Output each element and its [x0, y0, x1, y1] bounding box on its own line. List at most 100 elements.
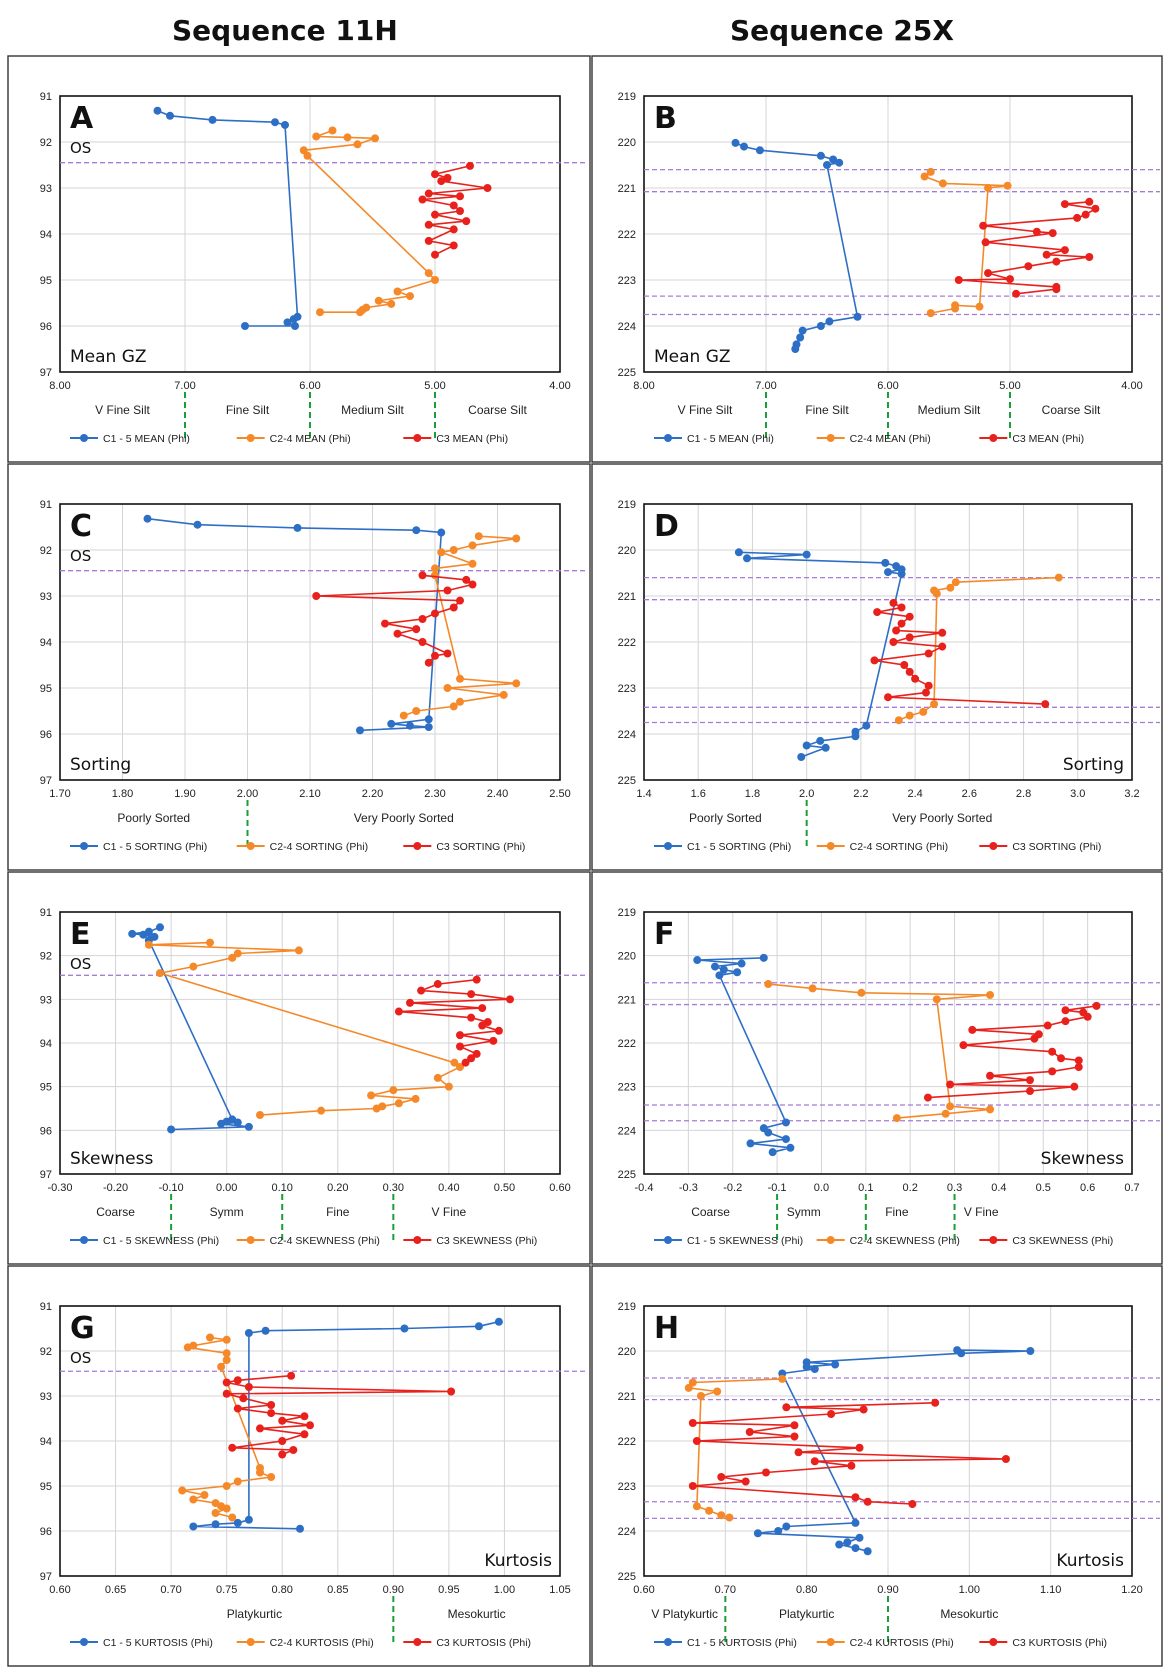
chart-panel-e: -0.30 -0.20 -0.10 0.00 0.10 0.20 0.30 0.40 0.50 0…	[7, 871, 591, 1265]
x-tick-label: 0.60	[49, 1584, 70, 1596]
data-point	[984, 184, 993, 192]
panel-letter: H	[654, 1311, 679, 1346]
data-point	[764, 1128, 773, 1137]
panel-letter: D	[654, 509, 679, 544]
data-point	[217, 1362, 226, 1371]
data-point	[512, 534, 521, 543]
data-point	[946, 1102, 955, 1111]
data-point	[905, 633, 914, 642]
data-point	[1026, 1347, 1035, 1355]
data-point	[919, 707, 928, 716]
panel-border	[7, 1265, 591, 1667]
chart-label: Skewness	[1041, 1149, 1124, 1169]
chart-panel-a: 8.00 7.00 6.00 5.00 4.00 91 92 93 94 95 96 97 A OS Mea…	[7, 55, 591, 463]
data-point	[449, 241, 458, 250]
data-point	[283, 318, 292, 327]
x-tick-label: 2.50	[549, 788, 570, 800]
data-point	[449, 702, 458, 711]
zone-label: Coarse	[96, 1205, 135, 1219]
os-label: OS	[70, 139, 91, 157]
y-tick-label: 94	[40, 637, 52, 649]
data-point	[816, 322, 825, 330]
plot-frame	[59, 911, 561, 1175]
data-point	[206, 938, 214, 947]
zone-label: Symm	[787, 1205, 821, 1219]
x-tick-label: -0.20	[103, 1182, 128, 1194]
data-point	[802, 1362, 811, 1371]
data-point	[1057, 1054, 1066, 1063]
data-point	[1092, 1001, 1101, 1010]
data-point	[863, 1547, 872, 1556]
data-point	[456, 1042, 464, 1051]
panel-border	[7, 871, 591, 1265]
data-point	[781, 1118, 790, 1127]
data-point	[802, 741, 811, 750]
data-point	[905, 612, 914, 621]
data-point	[975, 302, 984, 311]
x-tick-label: 0.85	[327, 1584, 348, 1596]
y-tick-label: 222	[618, 1436, 636, 1448]
series-line	[697, 957, 791, 1153]
x-tick-label: 0.6	[1080, 1182, 1095, 1194]
data-point	[512, 679, 521, 688]
data-point	[278, 1437, 287, 1445]
data-point	[499, 690, 508, 699]
y-tick-label: 96	[40, 729, 52, 741]
data-point	[418, 638, 427, 646]
legend-swatch-marker	[826, 842, 835, 850]
data-point	[823, 161, 831, 169]
legend-label: C1 - 5 MEAN (Phi)	[687, 433, 774, 445]
data-point	[938, 642, 947, 651]
y-tick-label: 94	[40, 1436, 52, 1448]
data-point	[731, 138, 740, 147]
data-point	[450, 1058, 459, 1067]
data-point	[857, 988, 866, 997]
zone-label: Fine Silt	[226, 403, 270, 417]
data-point	[294, 946, 303, 955]
data-point	[228, 953, 237, 962]
data-point	[941, 1109, 950, 1118]
x-tick-label: 0.60	[549, 1182, 570, 1194]
y-tick-label: 220	[618, 137, 636, 149]
y-tick-label: 224	[618, 729, 636, 741]
data-point	[233, 1518, 242, 1527]
y-tick-label: 222	[618, 229, 636, 241]
data-point	[183, 1343, 192, 1352]
data-point	[781, 1135, 790, 1144]
data-point	[389, 1086, 398, 1095]
data-point	[443, 586, 452, 595]
x-tick-label: 5.00	[999, 380, 1020, 392]
x-tick-label: 0.70	[160, 1584, 181, 1596]
data-point	[306, 1421, 314, 1430]
data-point	[692, 1437, 701, 1445]
x-tick-label: 0.2	[903, 1182, 918, 1194]
y-tick-label: 224	[618, 1125, 636, 1137]
data-point	[418, 615, 427, 623]
zone-label: Platykurtic	[227, 1607, 282, 1621]
data-point	[782, 1403, 791, 1412]
legend-swatch-marker	[246, 434, 255, 442]
data-point	[193, 520, 202, 529]
data-point	[222, 1504, 231, 1513]
legend-label: C1 - 5 SKEWNESS (Phi)	[103, 1235, 219, 1247]
x-tick-label: 0.00	[216, 1182, 237, 1194]
data-point	[782, 1522, 791, 1531]
data-point	[827, 1410, 836, 1418]
chart-panel-g: 0.60 0.65 0.70 0.75 0.80 0.85 0.90 0.95 1.00 1.05…	[7, 1265, 591, 1667]
data-point	[862, 721, 871, 730]
data-point	[189, 962, 198, 971]
y-tick-label: 223	[618, 1082, 636, 1094]
zone-label: V Fine	[432, 1205, 467, 1219]
legend-swatch-marker	[80, 434, 88, 442]
data-point	[233, 1118, 242, 1127]
data-point	[897, 569, 906, 578]
data-point	[472, 1049, 481, 1058]
data-point	[705, 1506, 714, 1515]
y-tick-label: 219	[618, 907, 636, 919]
x-tick-label: 2.20	[362, 788, 383, 800]
zone-label: Fine Silt	[805, 403, 849, 417]
data-point	[256, 1468, 264, 1477]
legend-label: C3 KURTOSIS (Phi)	[436, 1637, 531, 1649]
data-point	[356, 308, 364, 317]
x-tick-label: 0.5	[1036, 1182, 1051, 1194]
